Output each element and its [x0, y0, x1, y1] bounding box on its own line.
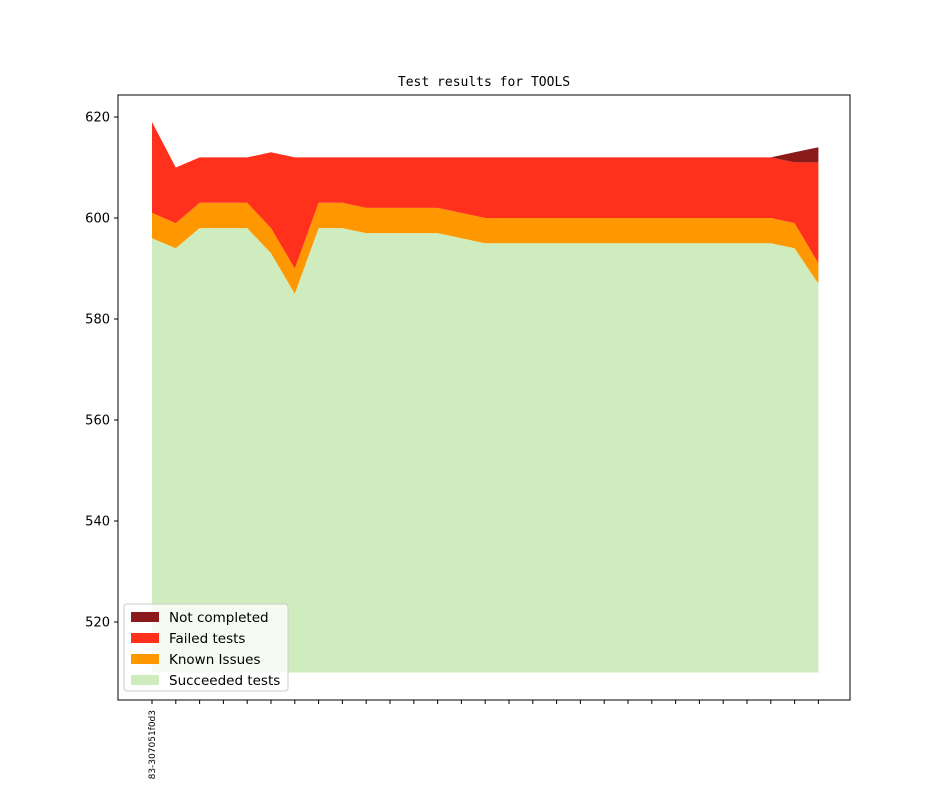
legend-label: Not completed [169, 610, 269, 626]
legend-swatch [131, 654, 159, 664]
area-known-issues [152, 202, 819, 294]
legend-swatch [131, 675, 159, 685]
area-failed-tests [152, 122, 819, 269]
legend-label: Succeeded tests [169, 673, 280, 689]
x-tick-label: 83-307051f0d3 [148, 710, 158, 779]
legend-swatch [131, 612, 159, 622]
legend-label: Known Issues [169, 652, 261, 668]
y-tick-label: 580 [85, 313, 110, 328]
y-tick-label: 520 [85, 616, 110, 631]
y-tick-label: 620 [85, 111, 110, 126]
area-series-group [152, 122, 819, 673]
area-succeeded-tests [152, 228, 819, 673]
y-tick-label: 600 [85, 212, 110, 227]
plot-frame [117, 94, 851, 701]
legend-label: Failed tests [169, 631, 245, 647]
y-tick-label: 560 [85, 414, 110, 429]
chart-title: Test results for TOOLS [398, 75, 570, 90]
legend: Not completed Failed tests Known Issues Suc… [123, 603, 289, 692]
legend-swatch [131, 633, 159, 643]
x-axis: 83-307051f0d3 [148, 700, 819, 779]
y-tick-label: 540 [85, 515, 110, 530]
y-axis: 520 540 560 580 600 620 [85, 111, 118, 631]
legend-box [123, 603, 289, 692]
